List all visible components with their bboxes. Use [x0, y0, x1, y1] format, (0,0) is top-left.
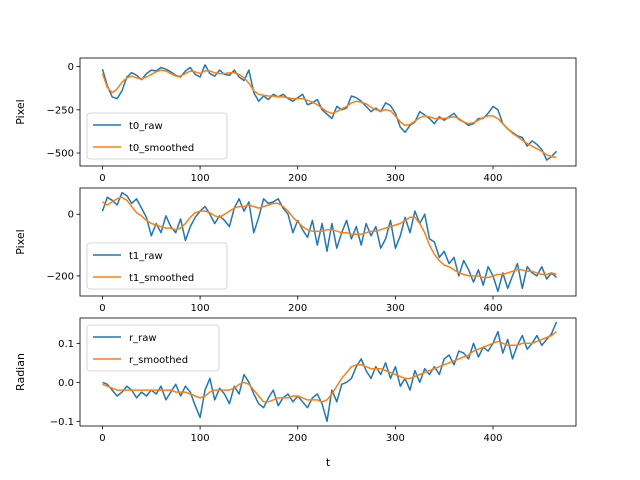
y-tick-label: −250	[47, 105, 74, 116]
x-tick-label: 0	[99, 433, 105, 444]
x-tick-label: 100	[191, 173, 210, 184]
series-line-t1-smoothed	[102, 196, 557, 279]
legend: r_raw r_smoothed	[86, 324, 220, 372]
x-tick-label: 200	[288, 173, 307, 184]
legend: t0_raw t0_smoothed	[86, 112, 228, 160]
legend-label-t1-smoothed: t1_smoothed	[129, 273, 194, 284]
x-tick-label: 300	[386, 433, 405, 444]
legend-label-t1-raw: t1_raw	[129, 251, 163, 262]
x-tick-label: 400	[483, 433, 502, 444]
y-axis-label: Radian	[14, 353, 27, 391]
axes-frame	[79, 187, 577, 297]
x-tick-label: 100	[191, 433, 210, 444]
y-axis-label: Pixel	[14, 99, 27, 124]
x-tick-label: 300	[386, 173, 405, 184]
axes-frame	[79, 57, 577, 167]
y-tick-label: −200	[47, 271, 74, 282]
x-tick-label: 100	[191, 303, 210, 314]
series-line-r-smoothed	[102, 331, 557, 403]
y-tick-label: 0.1	[58, 339, 74, 350]
y-tick-label: −500	[47, 149, 74, 160]
legend-label-t0-raw: t0_raw	[129, 121, 163, 132]
subplot-3: 0 100 200 300 400 0.1 0.0 −0.1 Radian t r_raw r_smo…	[14, 317, 577, 469]
y-tick-label: 0.0	[58, 378, 74, 389]
subplot-1: 0 100 200 300 400 0 −250 −500 Pixel t0_raw t0_smoo…	[14, 57, 577, 184]
series-line-r-raw	[102, 321, 558, 423]
y-tick-label: 0	[68, 62, 74, 73]
x-tick-label: 200	[288, 303, 307, 314]
x-tick-label: 300	[386, 303, 405, 314]
subplot-2: 0 100 200 300 400 0 −200 Pixel t1_raw t1_smoothed	[14, 187, 577, 314]
legend-box	[86, 242, 228, 290]
y-tick-label: 0	[68, 210, 74, 221]
y-tick-label: −0.1	[50, 417, 74, 428]
legend-label-r-raw: r_raw	[129, 333, 157, 344]
legend: t1_raw t1_smoothed	[86, 242, 228, 290]
x-tick-label: 200	[288, 433, 307, 444]
legend-label-t0-smoothed: t0_smoothed	[129, 143, 194, 154]
series-line-t1-raw	[101, 191, 558, 293]
series-line-t0-smoothed	[101, 69, 557, 159]
x-tick-label: 400	[483, 173, 502, 184]
x-tick-label: 400	[483, 303, 502, 314]
x-axis-label: t	[326, 456, 331, 469]
axes-frame	[79, 317, 577, 427]
legend-box	[86, 112, 228, 160]
y-axis-label: Pixel	[14, 229, 27, 254]
x-tick-label: 0	[99, 173, 105, 184]
x-tick-label: 0	[99, 303, 105, 314]
legend-label-r-smoothed: r_smoothed	[129, 355, 188, 366]
